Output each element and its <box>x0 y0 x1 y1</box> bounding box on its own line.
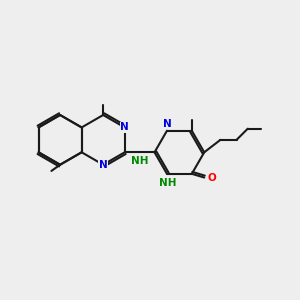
Text: NH: NH <box>131 156 148 166</box>
Text: O: O <box>208 172 217 182</box>
Text: N: N <box>99 160 107 170</box>
Text: N: N <box>120 122 129 132</box>
Text: N: N <box>163 119 171 129</box>
Text: NH: NH <box>159 178 177 188</box>
